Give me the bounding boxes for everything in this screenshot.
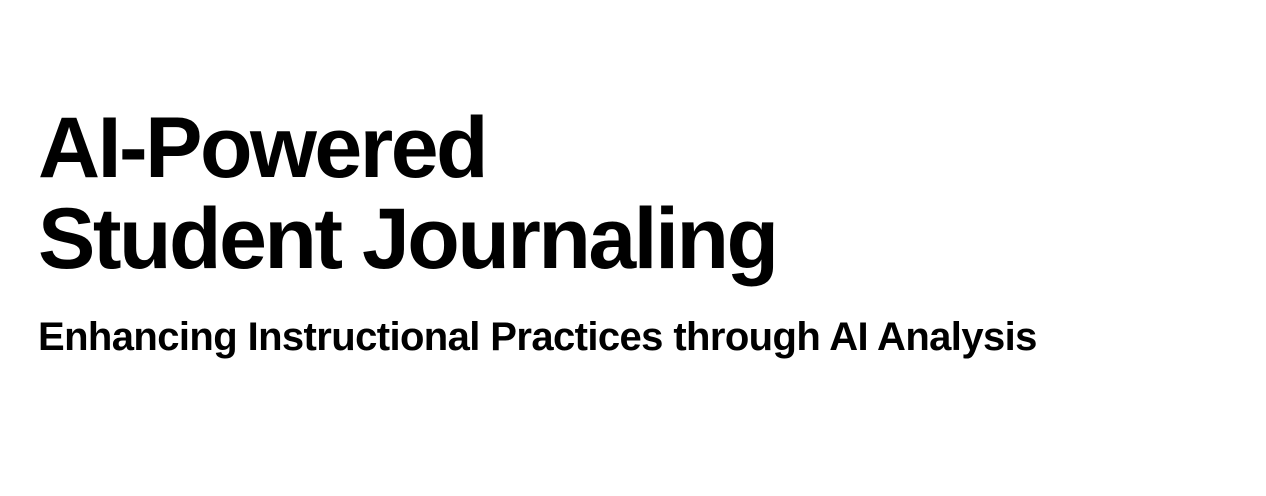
title-line-1: AI-Powered [38, 100, 489, 196]
slide-subtitle: Enhancing Instructional Practices throug… [38, 315, 1037, 359]
title-line-2: Student Journaling [38, 191, 779, 287]
slide-title: AI-Powered Student Journaling [38, 103, 1238, 285]
